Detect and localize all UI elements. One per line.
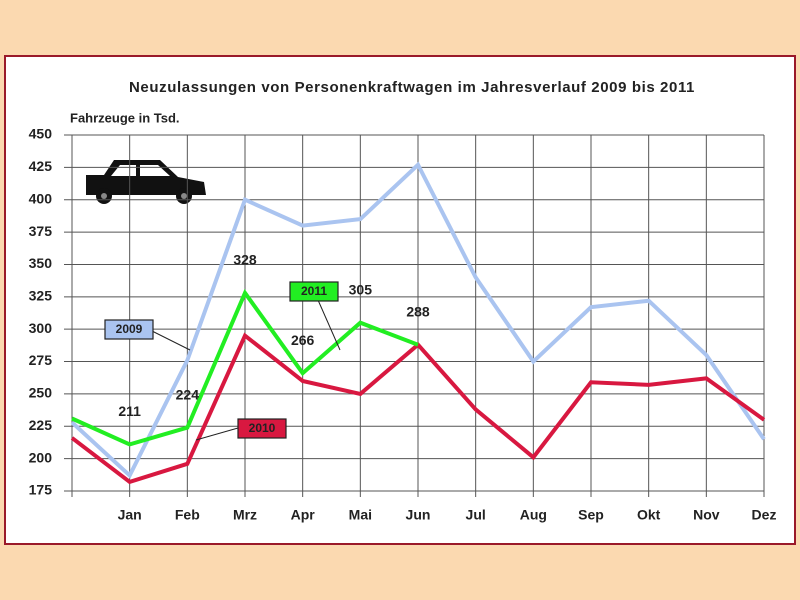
series-line (71, 288, 419, 447)
x-tick-label: Jul (466, 507, 486, 523)
y-tick-label: 300 (29, 320, 53, 336)
x-tick-label: Nov (693, 507, 720, 523)
x-tick-label: Mrz (233, 507, 257, 523)
y-tick-label: 350 (29, 255, 53, 271)
legend-box (237, 418, 287, 439)
x-tick-label: Sep (578, 507, 604, 523)
x-tick-label: Mai (349, 507, 372, 523)
y-tick-label: 400 (29, 190, 53, 206)
data-label: 266 (291, 332, 315, 348)
y-tick-label: 200 (29, 449, 53, 465)
data-label: 211 (118, 403, 141, 419)
y-axis-label: Fahrzeuge in Tsd. (70, 110, 180, 125)
data-label: 305 (349, 281, 373, 297)
x-tick-label: Okt (637, 507, 661, 523)
legend-label: 2009 (116, 322, 143, 336)
x-tick-label: Dez (752, 507, 777, 523)
y-tick-label: 225 (29, 417, 53, 433)
legend-label: 2010 (249, 421, 276, 435)
data-label: 224 (176, 386, 200, 402)
legend-leader (195, 427, 239, 441)
x-tick-label: Feb (175, 507, 200, 523)
y-tick-label: 375 (29, 223, 53, 239)
y-tick-label: 325 (29, 288, 53, 304)
legend-leader (317, 299, 341, 351)
data-label: 328 (233, 252, 257, 268)
y-tick-label: 275 (29, 352, 53, 368)
series-line (70, 161, 766, 479)
legend-label: 2011 (301, 284, 327, 298)
y-tick-label: 450 (29, 126, 53, 142)
data-label: 288 (406, 303, 430, 319)
chart-title: Neuzulassungen von Personenkraftwagen im… (129, 79, 695, 96)
legend-box (289, 281, 339, 302)
x-tick-label: Aug (520, 507, 547, 523)
y-tick-label: 250 (29, 385, 53, 401)
x-tick-label: Apr (291, 507, 316, 523)
legend-box (104, 319, 154, 340)
y-tick-label: 175 (29, 482, 53, 498)
legend-leader (149, 329, 191, 351)
y-tick-label: 425 (29, 158, 53, 174)
x-tick-label: Jan (118, 507, 142, 523)
x-tick-label: Jun (406, 507, 431, 523)
